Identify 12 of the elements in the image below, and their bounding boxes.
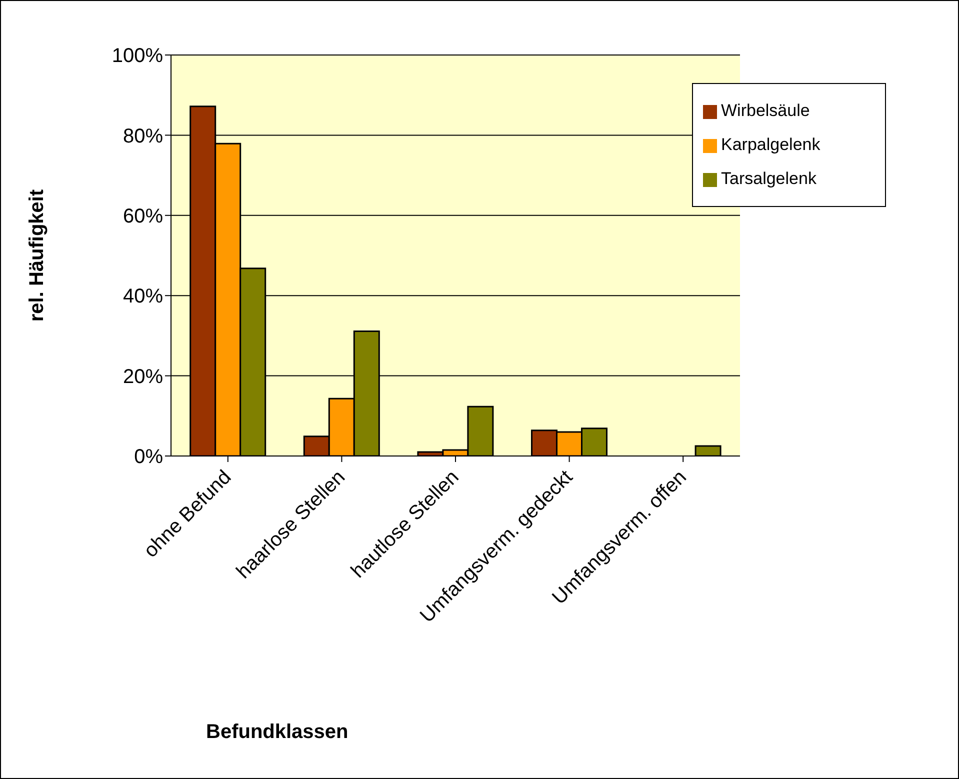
legend-label: Karpalgelenk xyxy=(721,135,820,154)
y-tick-label: 0% xyxy=(134,446,164,468)
bar xyxy=(694,445,722,456)
y-axis-title: rel. Häufigkeit xyxy=(26,189,48,322)
legend-label: Wirbelsäule xyxy=(721,101,810,120)
y-tick-label: 40% xyxy=(122,286,164,308)
y-tick-label: 20% xyxy=(122,366,164,388)
y-tick-label: 60% xyxy=(122,206,164,228)
x-axis-title: Befundklassen xyxy=(206,721,348,744)
y-tick-label: 100% xyxy=(112,45,164,68)
y-tick-label: 80% xyxy=(122,125,164,148)
legend-label: Tarsalgelenk xyxy=(721,169,816,188)
